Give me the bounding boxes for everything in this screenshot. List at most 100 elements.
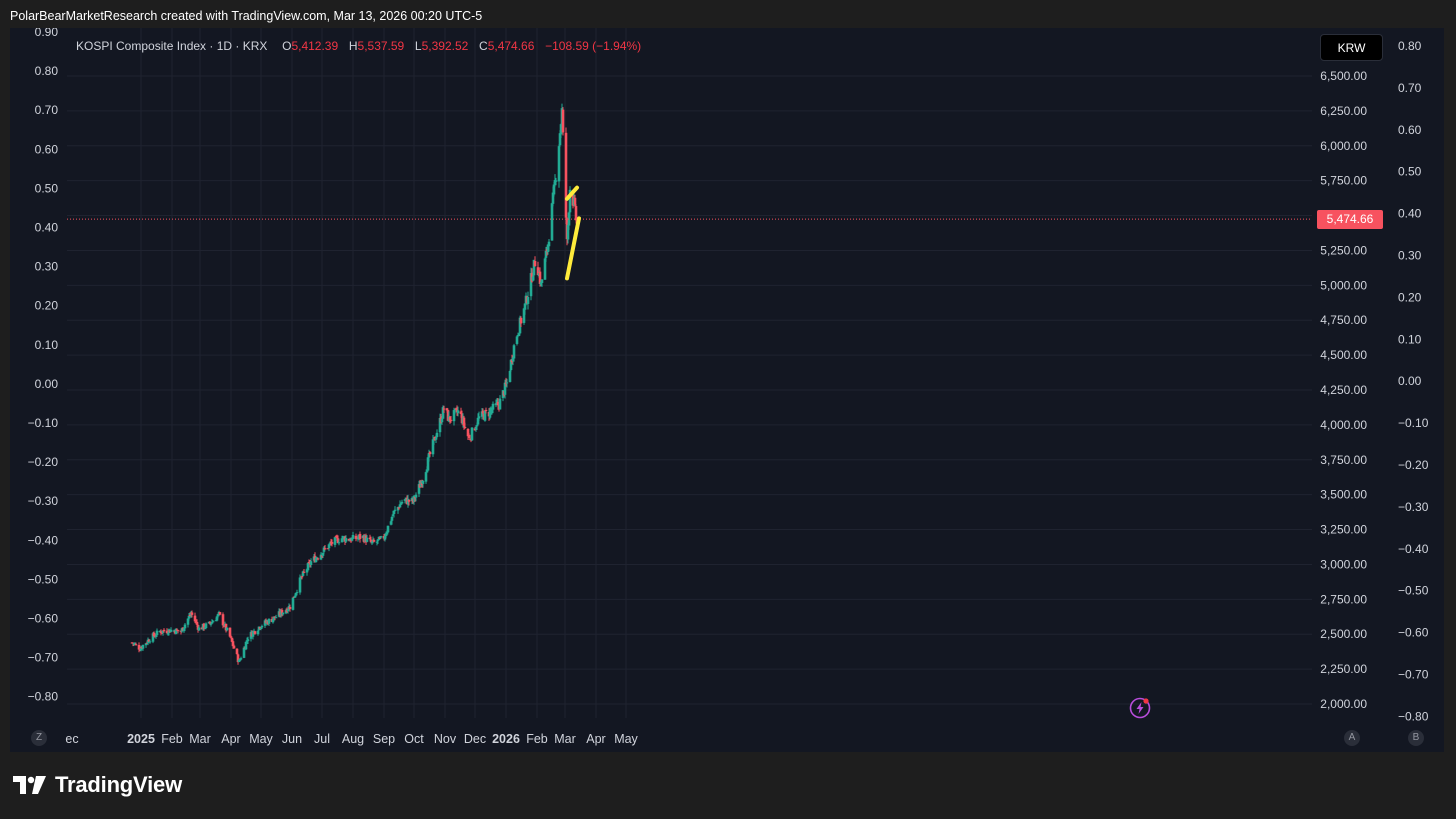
- candle-body: [505, 382, 509, 384]
- legend-low-label: L: [414, 39, 422, 53]
- candle-body: [197, 627, 201, 631]
- candle-body: [372, 540, 376, 542]
- candle-body: [131, 642, 135, 644]
- candle-body: [468, 438, 472, 440]
- candle-body: [154, 635, 158, 637]
- candle-body: [544, 250, 548, 258]
- candle-body: [139, 647, 143, 651]
- candle-body: [358, 533, 362, 540]
- candle-body: [169, 629, 173, 632]
- candle-body: [383, 536, 387, 540]
- candle-body: [475, 425, 479, 427]
- candle-body: [511, 357, 515, 362]
- left-axis-tick-label: −0.20: [28, 455, 59, 469]
- candle-body: [391, 514, 395, 516]
- candle-body: [431, 439, 435, 455]
- legend-close-label: C: [479, 39, 488, 53]
- candle-body: [193, 615, 197, 622]
- time-axis-tick-label: Jul: [314, 732, 330, 746]
- scale-button-b[interactable]: B: [1408, 730, 1424, 746]
- candle-body: [176, 630, 180, 632]
- candle-body: [481, 410, 485, 414]
- candle-body: [470, 427, 474, 441]
- candle-body: [550, 203, 554, 241]
- candle-body: [434, 437, 438, 440]
- time-axis-tick-label: 2026: [492, 732, 520, 746]
- time-axis-tick-label: May: [249, 732, 273, 746]
- time-axis-tick-label: Dec: [464, 732, 486, 746]
- price-axis-tick-label: 2,250.00: [1320, 662, 1367, 676]
- candle-body: [239, 658, 243, 660]
- candle-body: [323, 548, 327, 550]
- candle-body: [398, 504, 402, 508]
- candle-body: [480, 411, 484, 417]
- candle-body: [175, 629, 179, 631]
- lightning-icon[interactable]: [1129, 697, 1151, 719]
- candle-body: [225, 627, 229, 631]
- candle-body: [365, 537, 369, 542]
- candle-body: [424, 472, 428, 482]
- candlestick-chart[interactable]: 6,500.006,250.006,000.005,750.005,500.00…: [10, 28, 1444, 752]
- candle-body: [161, 630, 165, 633]
- price-axis-tick-label: 3,250.00: [1320, 523, 1367, 537]
- chart-pane[interactable]: 6,500.006,250.006,000.005,750.005,500.00…: [10, 28, 1444, 752]
- price-axis-tick-label: 2,500.00: [1320, 627, 1367, 641]
- candle-body: [314, 557, 318, 563]
- far-right-axis-tick-label: −0.20: [1398, 458, 1429, 472]
- candle-body: [523, 303, 527, 310]
- candle-body: [438, 418, 442, 433]
- candle-body: [533, 260, 537, 267]
- left-axis-tick-label: −0.70: [28, 651, 59, 665]
- candle-body: [260, 626, 264, 628]
- far-right-axis-tick-label: −0.30: [1398, 500, 1429, 514]
- candle-body: [137, 644, 141, 650]
- candle-body: [326, 548, 330, 550]
- candle-body: [231, 641, 235, 647]
- left-axis-tick-label: 0.50: [35, 181, 59, 195]
- candle-body: [209, 623, 213, 625]
- left-axis-tick-label: 0.90: [35, 28, 59, 39]
- candle-body: [274, 617, 278, 619]
- candle-body: [356, 537, 360, 539]
- candle-body: [237, 660, 241, 662]
- far-right-axis-tick-label: −0.50: [1398, 584, 1429, 598]
- currency-button[interactable]: KRW: [1320, 34, 1383, 61]
- candle-body: [554, 180, 558, 182]
- candle-body: [230, 637, 234, 642]
- candle-body: [281, 612, 285, 615]
- candle-body: [551, 192, 555, 204]
- candle-body: [328, 542, 332, 544]
- candle-body: [141, 644, 145, 649]
- candle-body: [456, 410, 460, 414]
- candle-body: [165, 630, 169, 634]
- tradingview-logo[interactable]: TradingView: [13, 772, 182, 798]
- candle-body: [375, 541, 379, 543]
- candle-body: [392, 510, 396, 515]
- candle-body: [298, 577, 302, 593]
- far-right-axis-tick-label: 0.00: [1398, 374, 1422, 388]
- far-right-axis-tick-label: −0.70: [1398, 668, 1429, 682]
- scale-button-z[interactable]: Z: [31, 730, 47, 746]
- candle-body: [396, 507, 400, 511]
- legend-symbol[interactable]: KOSPI Composite Index · 1D · KRX: [76, 39, 268, 53]
- price-axis-tick-label: 6,250.00: [1320, 104, 1367, 118]
- candle-body: [539, 282, 543, 285]
- candle-body: [390, 516, 394, 521]
- candle-body: [236, 654, 240, 663]
- candle-body: [224, 623, 228, 631]
- scale-button-a[interactable]: A: [1344, 730, 1360, 746]
- candle-body: [294, 592, 298, 596]
- candle-body: [370, 541, 374, 543]
- candle-body: [558, 133, 562, 146]
- candle-body: [300, 576, 304, 578]
- legend-close-value: 5,474.66: [487, 39, 535, 53]
- left-axis-tick-label: −0.80: [28, 690, 59, 704]
- candle-body: [216, 614, 220, 617]
- candle-body: [204, 623, 208, 629]
- candle-body: [235, 648, 239, 655]
- price-axis-tick-label: 3,500.00: [1320, 488, 1367, 502]
- candle-body: [256, 630, 260, 635]
- candle-body: [221, 614, 225, 626]
- candle-body: [267, 618, 271, 624]
- candle-body: [259, 627, 263, 630]
